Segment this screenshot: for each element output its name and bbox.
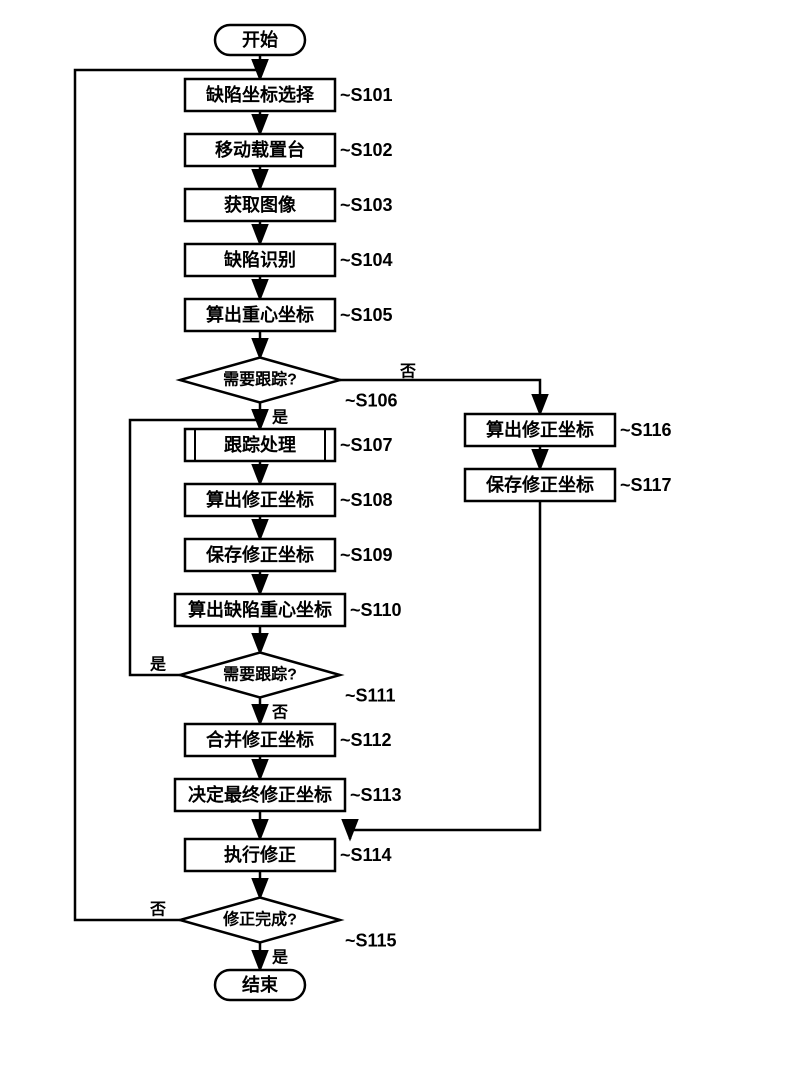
node-s103: 获取图像: [185, 189, 335, 221]
node-s110: 算出缺陷重心坐标: [175, 594, 345, 626]
edge-label: 是: [149, 656, 166, 674]
node-label: 算出修正坐标: [486, 419, 594, 440]
step-tag: ~S116: [620, 420, 672, 440]
node-s117: 保存修正坐标: [465, 469, 615, 501]
step-tag: ~S102: [340, 140, 393, 160]
node-s109: 保存修正坐标: [185, 539, 335, 571]
node-label: 结束: [242, 974, 279, 995]
node-label: 合并修正坐标: [206, 729, 314, 750]
node-s113: 决定最终修正坐标: [175, 779, 345, 811]
node-label: 保存修正坐标: [205, 544, 314, 565]
node-start: 开始: [215, 25, 305, 55]
step-tag: ~S117: [620, 475, 672, 495]
edge-label: 否: [399, 363, 416, 381]
node-label: 算出重心坐标: [206, 304, 314, 325]
node-label: 移动载置台: [215, 139, 305, 160]
step-tag: ~S112: [340, 730, 392, 750]
node-s112: 合并修正坐标: [185, 724, 335, 756]
node-label: 修正完成?: [222, 910, 297, 929]
edge-label: 是: [271, 409, 288, 427]
node-label: 缺陷坐标选择: [205, 84, 315, 105]
node-label: 缺陷识别: [223, 249, 296, 270]
node-s105: 算出重心坐标: [185, 299, 335, 331]
node-s115: 修正完成?: [180, 898, 340, 943]
step-tag: ~S104: [340, 250, 393, 270]
step-tag: ~S106: [345, 391, 398, 411]
node-s114: 执行修正: [185, 839, 335, 871]
node-s102: 移动载置台: [185, 134, 335, 166]
node-s101: 缺陷坐标选择: [185, 79, 335, 111]
flowchart-svg: 开始缺陷坐标选择移动载置台获取图像缺陷识别算出重心坐标需要跟踪?跟踪处理算出修正…: [0, 0, 800, 1069]
node-label: 开始: [242, 29, 278, 50]
edge-label: 是: [271, 949, 288, 967]
step-tag: ~S105: [340, 305, 393, 325]
node-s111: 需要跟踪?: [180, 653, 340, 698]
node-end: 结束: [215, 970, 305, 1000]
node-label: 决定最终修正坐标: [188, 784, 332, 805]
step-tag: ~S115: [345, 931, 397, 951]
node-s108: 算出修正坐标: [185, 484, 335, 516]
node-label: 算出修正坐标: [206, 489, 314, 510]
node-label: 跟踪处理: [224, 434, 296, 455]
step-tag: ~S109: [340, 545, 393, 565]
step-tag: ~S113: [350, 785, 402, 805]
step-tag: ~S107: [340, 435, 393, 455]
step-tag: ~S103: [340, 195, 393, 215]
node-label: 获取图像: [224, 194, 297, 215]
edge-label: 否: [271, 704, 288, 722]
node-label: 保存修正坐标: [485, 474, 594, 495]
step-tag: ~S101: [340, 85, 393, 105]
node-s107: 跟踪处理: [185, 429, 335, 461]
node-s104: 缺陷识别: [185, 244, 335, 276]
node-s106: 需要跟踪?: [180, 358, 340, 403]
node-label: 需要跟踪?: [223, 665, 297, 684]
step-tag: ~S110: [350, 600, 402, 620]
node-label: 需要跟踪?: [223, 370, 297, 389]
node-s116: 算出修正坐标: [465, 414, 615, 446]
edge-label: 否: [149, 901, 166, 919]
node-label: 执行修正: [224, 844, 296, 865]
step-tag: ~S111: [345, 686, 396, 706]
step-tag: ~S108: [340, 490, 393, 510]
step-tag: ~S114: [340, 845, 392, 865]
node-label: 算出缺陷重心坐标: [188, 599, 332, 620]
